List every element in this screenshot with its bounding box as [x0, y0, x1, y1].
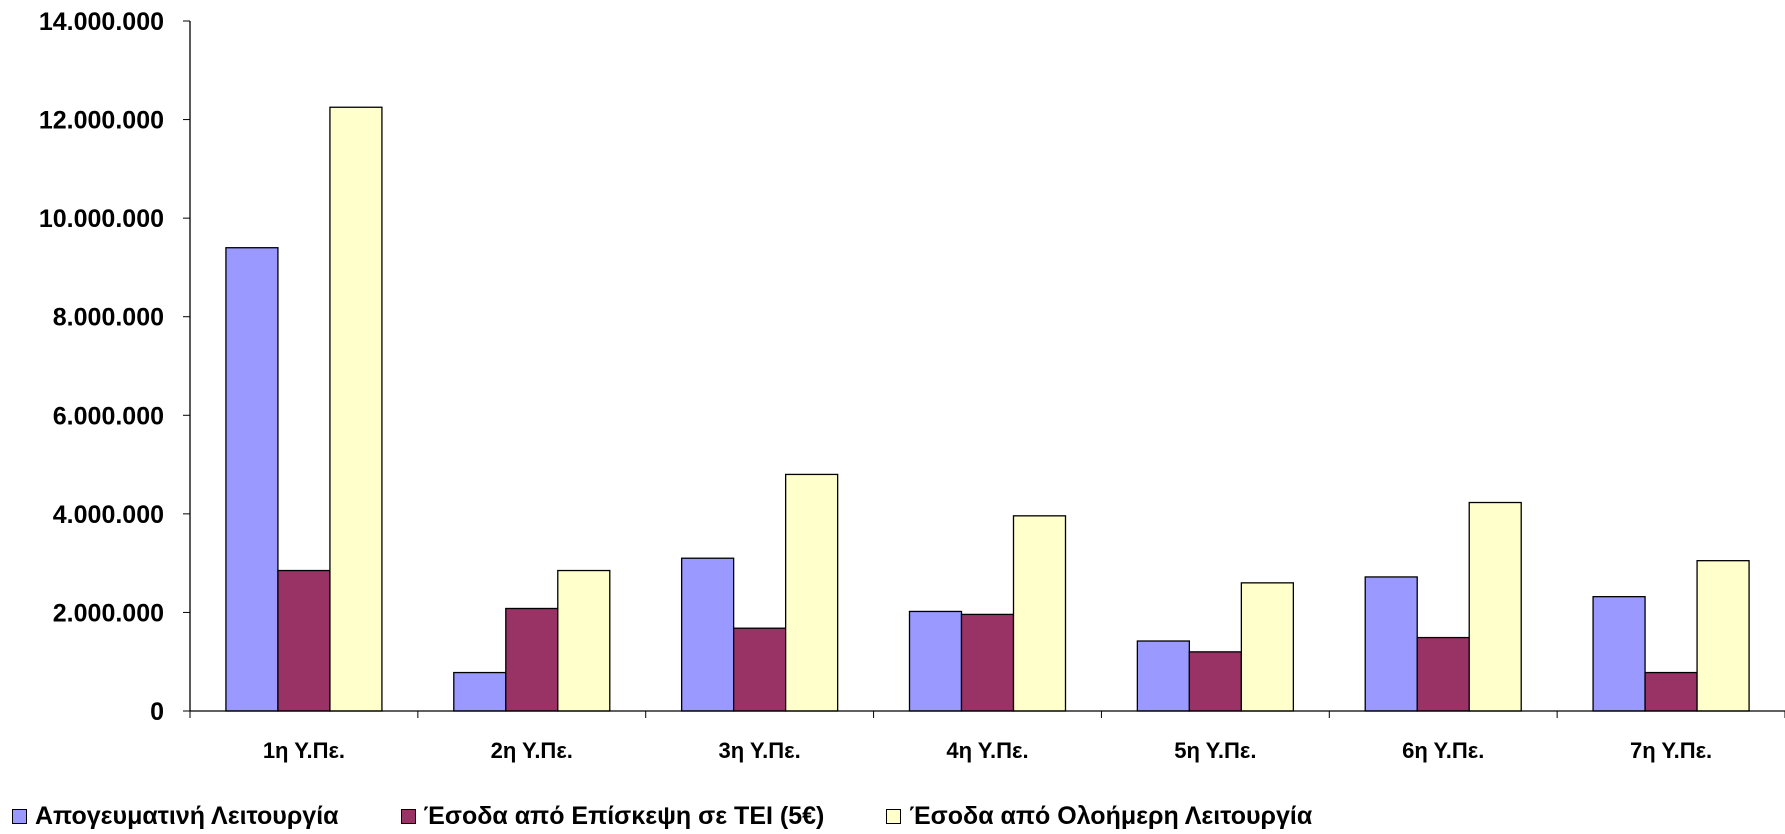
x-tick-label: 4η Υ.Πε. [946, 738, 1028, 763]
axes [189, 21, 1785, 718]
y-tick-label: 6.000.000 [53, 402, 164, 430]
x-tick-label: 3η Υ.Πε. [719, 738, 801, 763]
bar [1364, 576, 1418, 712]
bar [732, 627, 787, 712]
y-tick-label: 10.000.000 [39, 205, 164, 233]
y-tick-label: 14.000.000 [39, 8, 164, 36]
bar [557, 569, 611, 712]
legend-label: Έσοδα από Επίσκεψη σε ΤΕΙ (5€) [423, 801, 825, 830]
bar [1416, 636, 1470, 712]
bar [1644, 671, 1698, 712]
legend-swatch [886, 808, 902, 824]
bar [1188, 651, 1243, 712]
x-tick-label: 7η Υ.Πε. [1630, 738, 1712, 763]
legend-item-tei-visit: Έσοδα από Επίσκεψη σε ΤΕΙ (5€) [400, 801, 825, 831]
y-tick-label: 4.000.000 [53, 501, 164, 529]
x-tick-label: 2η Υ.Πε. [491, 738, 573, 763]
x-tick-label: 6η Υ.Πε. [1402, 738, 1484, 763]
bar [453, 671, 507, 712]
bar [1696, 560, 1750, 712]
bar [680, 557, 735, 712]
y-axis-ticks: 0 2.000.000 4.000.000 6.000.000 8.000.000 10.… [39, 8, 190, 726]
bar [960, 613, 1015, 712]
bar [1468, 501, 1522, 712]
bar [505, 607, 559, 712]
bars [225, 106, 1750, 712]
bar [329, 106, 383, 712]
bar [784, 473, 839, 712]
legend-item-afternoon: Απογευματινή Λειτουργία [12, 802, 339, 831]
y-tick-label: 2.000.000 [53, 599, 164, 627]
legend-swatch [12, 808, 27, 824]
bar [1240, 582, 1295, 712]
legend-label: Έσοδα από Ολοήμερη Λειτουργία [909, 801, 1313, 830]
bar [1136, 640, 1191, 712]
x-axis-labels: 1η Υ.Πε. 2η Υ.Πε. 3η Υ.Πε. 4η Υ.Πε. 5η Υ.Πε.… [263, 738, 1712, 763]
x-tick-label: 5η Υ.Πε. [1174, 738, 1256, 763]
legend-item-full-day: Έσοδα από Ολοήμερη Λειτουργία [886, 802, 1312, 831]
bar [225, 247, 279, 712]
x-tick-label: 1η Υ.Πε. [263, 738, 345, 763]
y-tick-label: 8.000.000 [53, 304, 164, 332]
bar [1012, 515, 1067, 712]
legend-label: Απογευματινή Λειτουργία [35, 801, 339, 830]
legend-swatch [400, 808, 416, 824]
y-tick-label: 12.000.000 [39, 107, 164, 135]
legend: Απογευματινή Λειτουργία Έσοδα από Επίσκε… [12, 800, 1374, 832]
bar [1592, 596, 1646, 712]
bar [908, 610, 963, 712]
bar [277, 569, 331, 712]
bar-chart: 0 2.000.000 4.000.000 6.000.000 8.000.000 10.… [39, 8, 1785, 763]
y-tick-label: 0 [150, 698, 164, 726]
